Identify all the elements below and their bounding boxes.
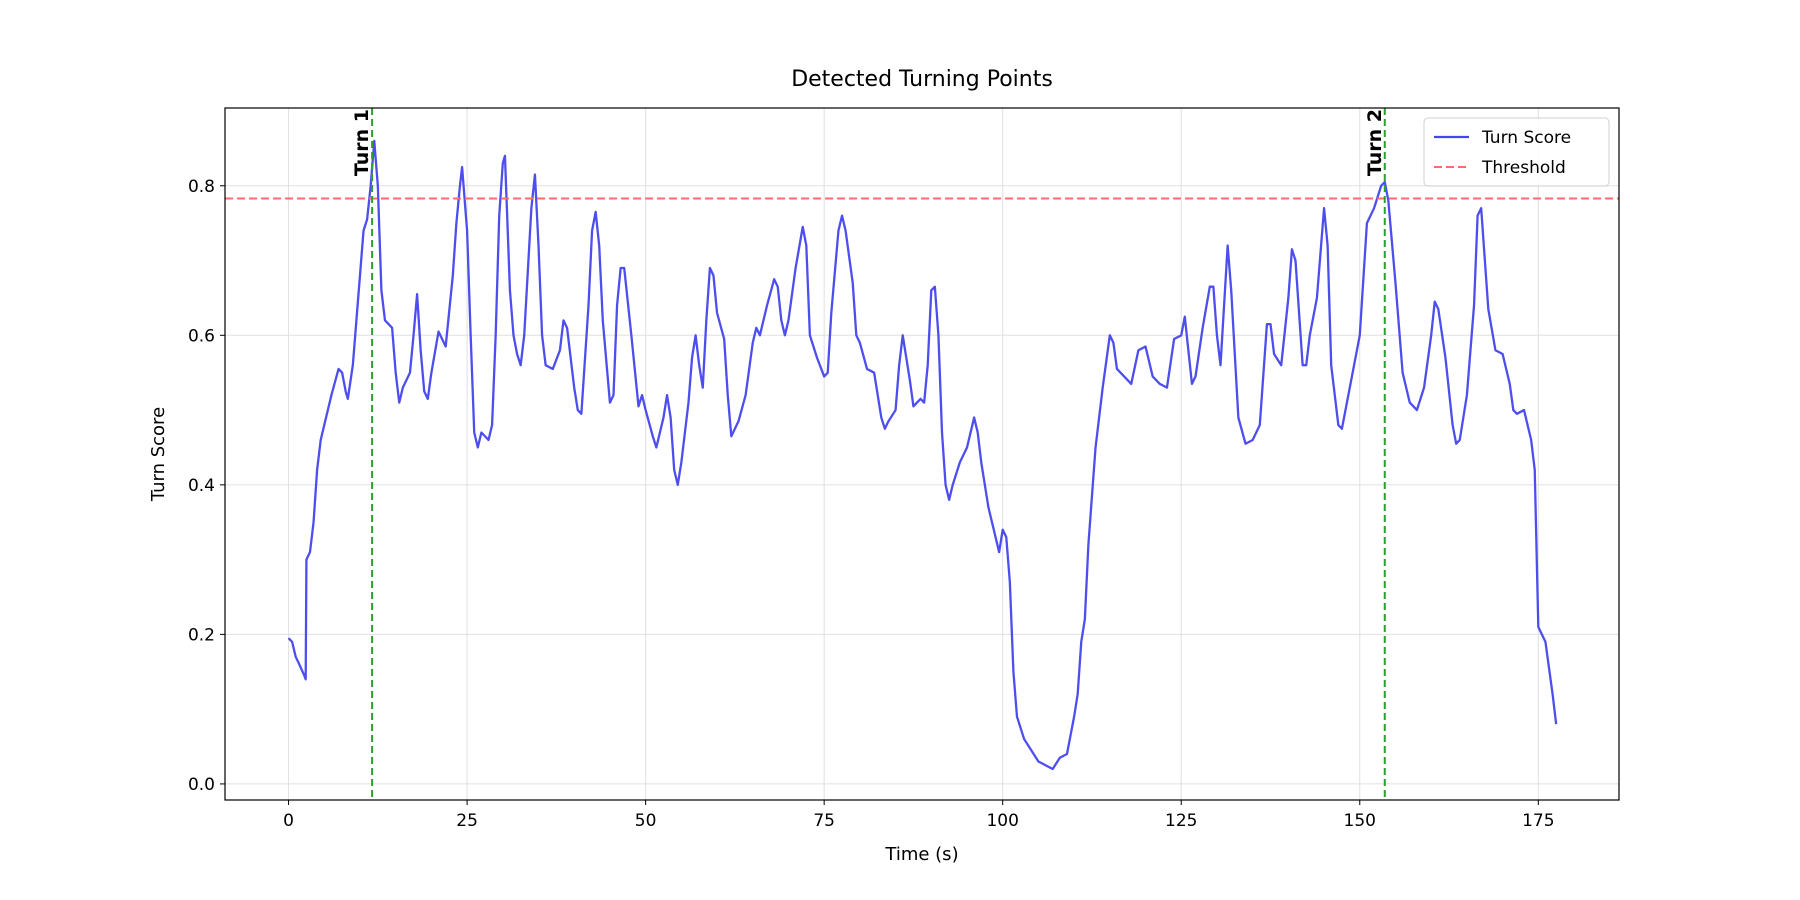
y-axis-label: Turn Score [148, 407, 169, 502]
turning-point-label: Turn 1 [351, 109, 373, 176]
x-tick-label: 0 [283, 811, 294, 831]
legend-label: Turn Score [1481, 128, 1571, 148]
legend-label: Threshold [1481, 158, 1566, 178]
x-tick-label: 150 [1344, 811, 1376, 831]
x-tick-label: 175 [1522, 811, 1554, 831]
y-tick-label: 0.2 [188, 625, 215, 645]
turning-point-label: Turn 2 [1364, 109, 1386, 176]
x-tick-label: 25 [456, 811, 478, 831]
y-tick-label: 0.4 [188, 476, 215, 496]
x-tick-label: 125 [1165, 811, 1197, 831]
plot-frame [224, 107, 1620, 801]
data-line [287, 139, 1558, 771]
x-tick-label: 50 [635, 811, 657, 831]
legend-box [1423, 117, 1610, 187]
x-tick-label: 100 [986, 811, 1018, 831]
x-axis-label: Time (s) [884, 844, 958, 865]
x-tick-label: 75 [813, 811, 835, 831]
y-tick-label: 0.0 [188, 775, 215, 795]
chart-title: Detected Turning Points [791, 67, 1053, 92]
y-tick-label: 0.6 [188, 326, 215, 346]
y-tick-label: 0.8 [188, 177, 215, 197]
